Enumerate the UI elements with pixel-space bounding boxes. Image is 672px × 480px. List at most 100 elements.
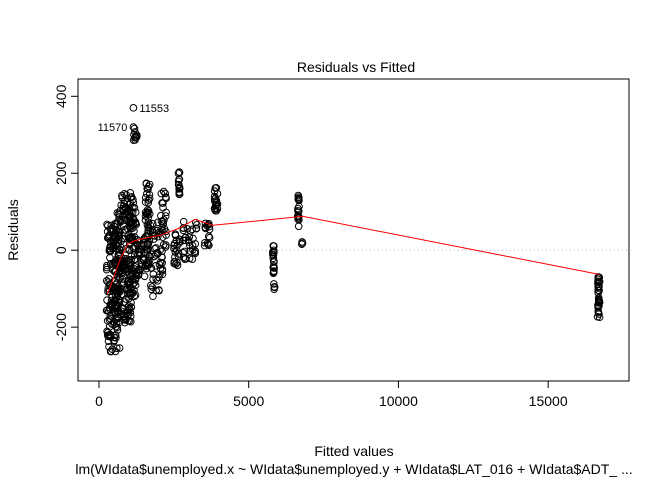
residual-point xyxy=(175,184,184,193)
residual-point xyxy=(129,195,137,204)
residual-point xyxy=(149,235,158,243)
residual-point xyxy=(145,210,154,218)
residual-point xyxy=(270,282,279,291)
residual-point xyxy=(175,168,184,177)
residual-point xyxy=(117,285,125,294)
residual-point xyxy=(161,212,170,220)
residual-point xyxy=(175,189,184,197)
residual-point xyxy=(115,231,123,239)
residual-point xyxy=(174,180,183,189)
residual-point xyxy=(210,204,219,213)
residual-point xyxy=(123,208,132,217)
residual-point xyxy=(120,298,129,306)
residual-point xyxy=(158,199,166,207)
residual-point xyxy=(104,328,112,337)
chart-title: Residuals vs Fitted xyxy=(297,59,415,75)
point-annotations: 11553 11570 xyxy=(98,103,170,134)
residual-point xyxy=(594,303,602,312)
residual-point xyxy=(270,280,278,288)
residual-point xyxy=(179,217,188,226)
residual-point xyxy=(157,225,166,234)
residual-point xyxy=(103,220,111,229)
residual-point xyxy=(190,248,199,257)
residual-point xyxy=(125,212,134,221)
residual-point xyxy=(105,275,113,283)
residual-point xyxy=(125,304,134,313)
residual-point xyxy=(146,281,155,290)
residual-point xyxy=(153,226,161,235)
residual-point xyxy=(148,283,157,291)
residual-point xyxy=(200,241,209,250)
residual-point xyxy=(143,208,152,217)
residual-point xyxy=(145,180,154,189)
residual-point xyxy=(116,217,125,225)
residual-point xyxy=(104,221,112,230)
residual-point xyxy=(294,213,302,222)
residual-point xyxy=(127,303,136,311)
residual-point xyxy=(188,225,196,234)
residual-point xyxy=(134,270,143,278)
residual-point xyxy=(105,322,114,331)
residual-point xyxy=(205,241,213,250)
residual-point xyxy=(151,261,160,270)
residual-point xyxy=(141,212,150,220)
residual-point xyxy=(152,275,161,283)
residual-point xyxy=(191,249,200,258)
residual-point xyxy=(157,217,166,226)
residual-point xyxy=(159,203,167,212)
residual-point xyxy=(103,306,112,314)
residual-point xyxy=(157,211,165,220)
residual-point xyxy=(126,199,135,208)
residual-point xyxy=(269,268,278,277)
y-tick-label: -200 xyxy=(53,313,69,341)
residual-point xyxy=(146,221,155,229)
residual-point xyxy=(107,347,115,356)
residual-point xyxy=(113,344,121,353)
residual-point xyxy=(179,236,188,245)
residual-point xyxy=(594,277,602,286)
residual-point xyxy=(103,327,111,336)
residual-point xyxy=(294,222,303,231)
residual-point xyxy=(158,259,166,267)
residual-point xyxy=(125,258,134,266)
residual-point xyxy=(125,235,134,243)
residual-point xyxy=(149,292,157,301)
residual-point xyxy=(103,261,111,270)
y-tick-label: 200 xyxy=(53,161,69,185)
residual-point xyxy=(298,238,306,246)
residual-point xyxy=(141,208,150,217)
residual-point xyxy=(111,331,120,339)
residual-point xyxy=(147,263,155,272)
residual-point xyxy=(134,241,142,249)
residual-point xyxy=(162,208,170,217)
x-tick-label: 5000 xyxy=(233,393,264,409)
residual-point xyxy=(106,242,115,250)
residual-point xyxy=(161,193,170,201)
residual-point xyxy=(144,240,152,249)
residual-point xyxy=(594,288,602,297)
residual-point xyxy=(135,237,143,245)
model-formula-subtitle: lm(WIdata$unemployed.x ~ WIdata$unemploy… xyxy=(75,461,632,477)
y-axis: -200 0 200 400 xyxy=(53,84,79,341)
residual-point xyxy=(173,261,182,270)
residual-point xyxy=(123,289,132,298)
residual-point xyxy=(173,242,181,250)
residual-point xyxy=(162,231,170,239)
residual-point xyxy=(179,248,187,257)
residual-point xyxy=(155,286,163,295)
residual-point xyxy=(174,169,183,178)
residual-point xyxy=(118,304,126,312)
residual-point xyxy=(595,298,604,306)
residual-point xyxy=(269,248,277,256)
residual-point xyxy=(129,280,137,289)
x-axis-label: Fitted values xyxy=(314,443,393,459)
residual-point xyxy=(269,251,278,260)
residual-point xyxy=(205,233,214,242)
x-tick-label: 10000 xyxy=(379,393,418,409)
residual-point xyxy=(294,194,303,203)
residual-point xyxy=(171,260,180,268)
residual-point xyxy=(595,278,604,287)
residual-point xyxy=(143,190,151,198)
residual-point xyxy=(105,303,114,312)
